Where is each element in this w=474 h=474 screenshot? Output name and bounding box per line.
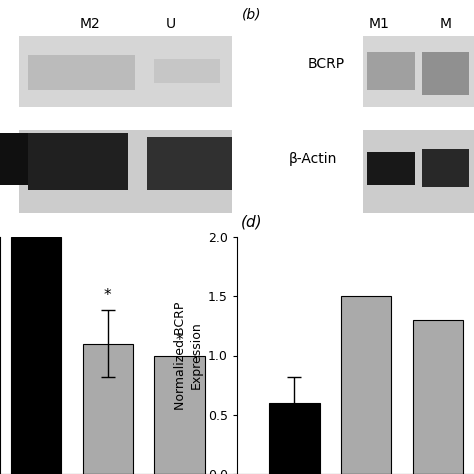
Bar xyxy=(413,320,463,474)
Bar xyxy=(19,36,232,107)
Text: M2: M2 xyxy=(80,17,100,31)
Bar xyxy=(155,356,205,474)
Bar xyxy=(147,137,232,190)
Text: (b): (b) xyxy=(242,7,261,21)
Bar xyxy=(367,152,415,185)
Bar xyxy=(11,237,61,474)
Text: *: * xyxy=(104,288,111,303)
Text: β-Actin: β-Actin xyxy=(289,152,337,166)
Bar xyxy=(422,149,469,187)
Bar xyxy=(154,59,220,83)
Text: *: * xyxy=(176,333,183,348)
Text: U: U xyxy=(165,17,176,31)
Bar xyxy=(363,130,474,213)
Bar xyxy=(28,133,128,190)
Bar xyxy=(367,52,415,90)
Text: (d): (d) xyxy=(241,215,262,230)
Y-axis label: Normalized BCRP
Expression: Normalized BCRP Expression xyxy=(174,301,202,410)
Bar xyxy=(269,403,319,474)
Bar xyxy=(0,133,28,185)
Text: M1: M1 xyxy=(369,17,390,31)
Text: M: M xyxy=(439,17,452,31)
Text: BCRP: BCRP xyxy=(308,57,345,71)
Bar xyxy=(422,52,469,95)
Bar xyxy=(82,344,133,474)
Bar xyxy=(28,55,135,90)
Bar xyxy=(341,296,392,474)
Bar xyxy=(19,130,232,213)
Bar xyxy=(363,36,474,107)
